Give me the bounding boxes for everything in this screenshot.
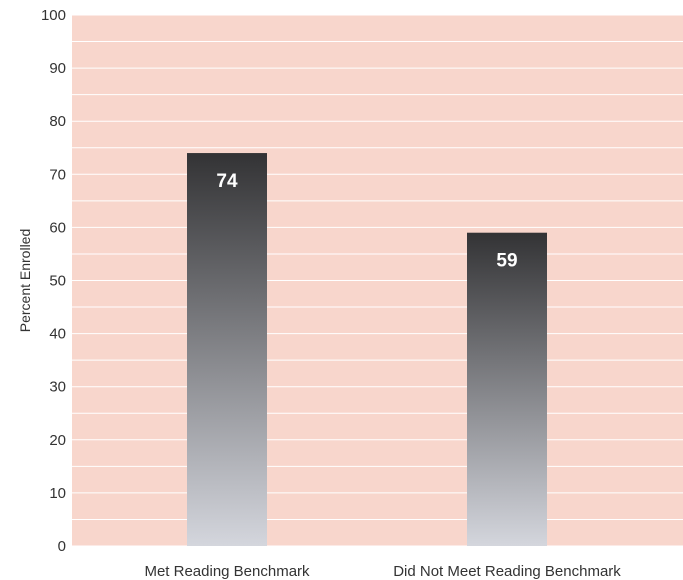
y-tick-label: 90 (49, 60, 66, 77)
y-tick-label: 80 (49, 113, 66, 130)
bar (187, 153, 267, 546)
bar-value-label: 59 (496, 251, 517, 272)
x-category-label: Did Not Meet Reading Benchmark (393, 563, 621, 580)
y-tick-label: 30 (49, 379, 66, 396)
y-tick-label: 60 (49, 219, 66, 236)
y-tick-label: 10 (49, 485, 66, 502)
x-axis-ticks: Met Reading Benchmark Did Not Meet Readin… (144, 563, 621, 580)
y-axis-ticks: 0 10 20 30 40 50 60 70 80 90 100 (41, 7, 66, 555)
gridlines (72, 14, 683, 547)
y-tick-label: 40 (49, 326, 66, 343)
x-category-label: Met Reading Benchmark (144, 563, 310, 580)
bar (467, 232, 547, 546)
bar-value-label: 74 (216, 171, 238, 192)
y-tick-label: 100 (41, 7, 66, 24)
y-tick-label: 50 (49, 273, 66, 290)
y-tick-label: 70 (49, 166, 66, 183)
y-tick-label: 20 (49, 432, 66, 449)
y-axis-title: Percent Enrolled (17, 229, 33, 333)
bars: 74 59 (187, 153, 547, 546)
y-tick-label: 0 (58, 538, 66, 555)
